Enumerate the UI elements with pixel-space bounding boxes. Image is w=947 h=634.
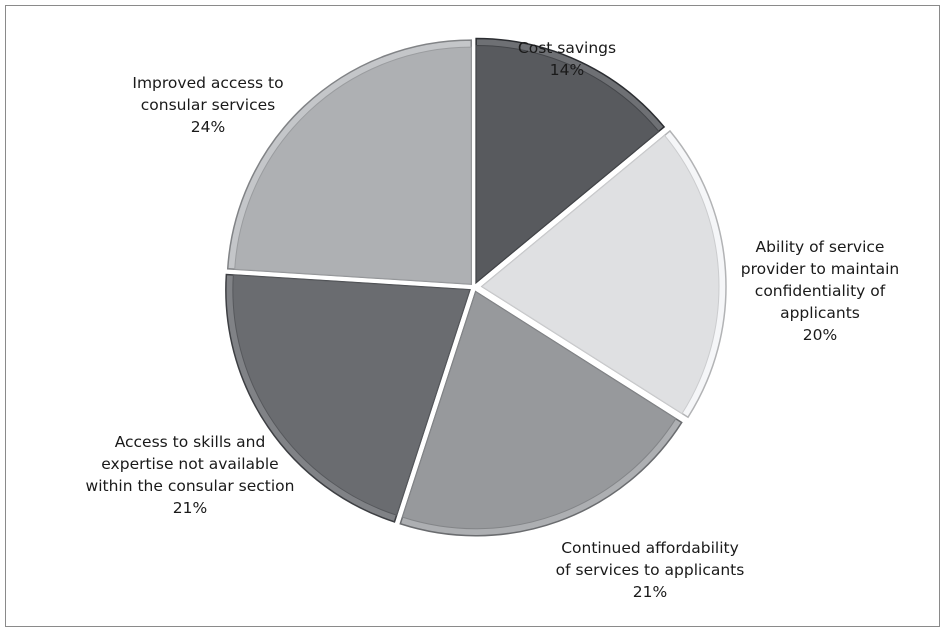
slice-label-line: of services to applicants xyxy=(556,561,745,579)
slice-label-line: expertise not available xyxy=(101,455,278,473)
slice-percent-label: 14% xyxy=(550,61,584,79)
slice-label-line: consular services xyxy=(141,96,275,114)
slice-label-5: Improved access to consular services 24% xyxy=(132,74,283,136)
slice-label-line: applicants xyxy=(780,304,860,322)
slice-percent-label: 20% xyxy=(803,326,837,344)
slice-label-line: within the consular section xyxy=(86,477,295,495)
slice-percent-label: 24% xyxy=(191,118,225,136)
slice-label-4: Access to skills and expertise not availa… xyxy=(86,433,295,517)
slice-label-3: Continued affordability of services to ap… xyxy=(556,539,745,601)
slice-percent-label: 21% xyxy=(173,499,207,517)
pie-slices xyxy=(226,38,726,535)
slice-label-line: confidentiality of xyxy=(755,282,886,300)
slice-percent-label: 21% xyxy=(633,583,667,601)
slice-label-line: Cost savings xyxy=(518,39,616,57)
slice-label-2: Ability of service provider to maintain co… xyxy=(741,238,899,344)
slice-label-line: Continued affordability xyxy=(561,539,739,557)
slice-label-line: Access to skills and xyxy=(115,433,266,451)
slice-label-line: Improved access to xyxy=(132,74,283,92)
slice-label-line: Ability of service xyxy=(756,238,885,256)
slice-label-line: provider to maintain xyxy=(741,260,899,278)
